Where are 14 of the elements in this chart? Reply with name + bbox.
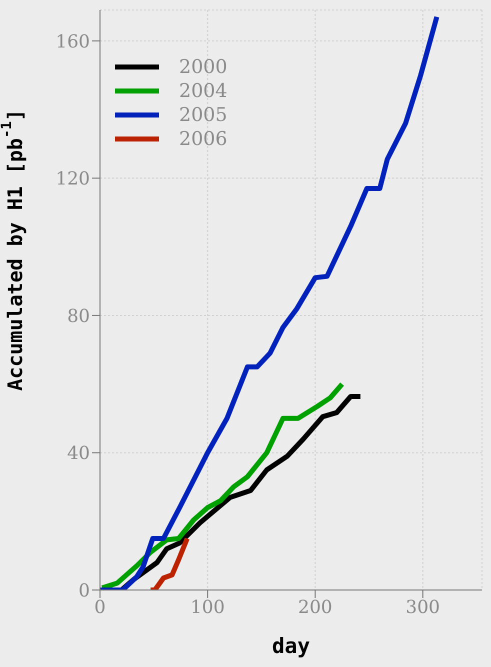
y-tick-label: 160 — [56, 31, 90, 52]
y-tick-label: 40 — [67, 443, 90, 464]
x-tick-label: 200 — [298, 596, 332, 618]
y-tick-label: 120 — [56, 168, 90, 190]
x-axis-title: day — [272, 634, 310, 658]
legend-label: 2005 — [179, 104, 228, 126]
y-tick-label: 0 — [78, 580, 90, 602]
x-tick-label: 300 — [406, 596, 440, 618]
x-tick-label: 0 — [94, 596, 106, 618]
legend-label: 2004 — [179, 80, 228, 102]
x-tick-label: 100 — [190, 596, 225, 618]
y-tick-label: 80 — [67, 306, 90, 327]
legend-label: 2000 — [179, 56, 228, 78]
legend-label: 2006 — [179, 128, 228, 150]
